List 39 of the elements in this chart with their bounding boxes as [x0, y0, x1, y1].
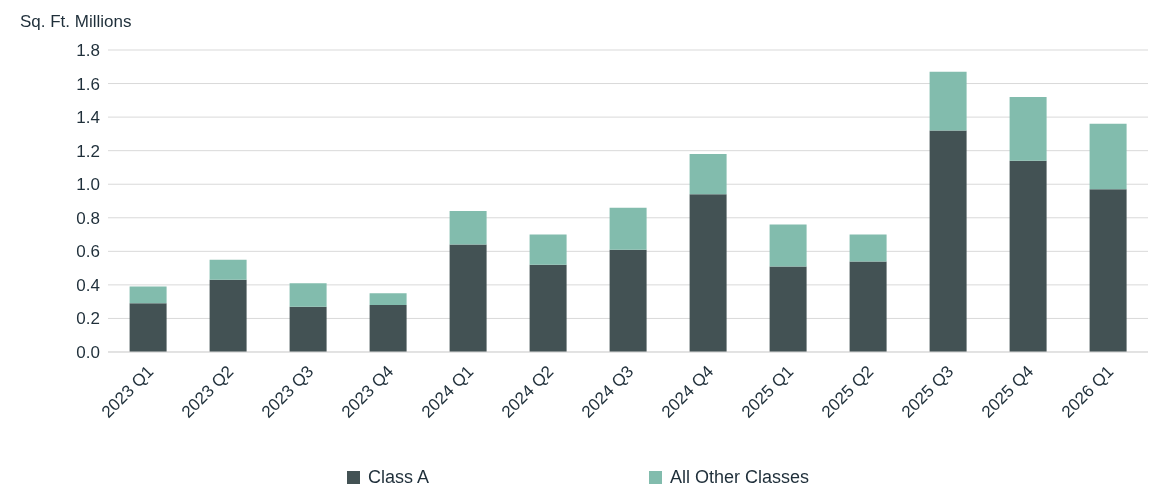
y-tick-label: 1.4	[76, 108, 100, 128]
bar	[609, 207, 647, 250]
bar	[689, 194, 727, 352]
bar	[209, 279, 247, 352]
y-axis-title: Sq. Ft. Millions	[20, 12, 132, 32]
y-tick-label: 1.0	[76, 175, 100, 195]
bar	[1089, 123, 1127, 190]
bar	[449, 211, 487, 245]
bar	[609, 249, 647, 352]
bar	[529, 264, 567, 352]
bar	[849, 261, 887, 352]
y-tick-label: 0.0	[76, 343, 100, 363]
y-tick-label: 1.8	[76, 41, 100, 61]
y-tick-label: 1.2	[76, 141, 100, 161]
y-tick-label: 0.4	[76, 275, 100, 295]
bar	[129, 303, 167, 352]
y-tick-label: 0.2	[76, 309, 100, 329]
bar	[849, 234, 887, 262]
legend-label: Class A	[366, 467, 429, 488]
bar	[209, 259, 247, 280]
bar	[369, 305, 407, 352]
bar	[369, 293, 407, 306]
bar	[769, 266, 807, 352]
bar	[769, 224, 807, 267]
bar	[1009, 160, 1047, 352]
bar	[1009, 96, 1047, 161]
bar	[1089, 189, 1127, 352]
y-tick-label: 0.8	[76, 208, 100, 228]
y-tick-label: 0.6	[76, 242, 100, 262]
bar	[449, 244, 487, 352]
legend-label: All Other Classes	[669, 467, 810, 488]
bar	[689, 154, 727, 195]
bar	[929, 130, 967, 352]
bar	[289, 306, 327, 352]
bar	[529, 234, 567, 265]
bar	[289, 283, 327, 307]
bar	[129, 286, 167, 304]
y-tick-label: 1.6	[76, 74, 100, 94]
bar	[929, 71, 967, 131]
